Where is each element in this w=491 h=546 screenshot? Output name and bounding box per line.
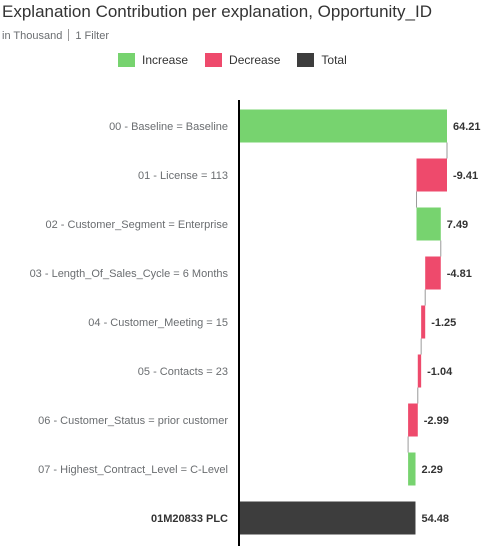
category-label: 00 - Baseline = Baseline (109, 121, 228, 133)
value-label: -1.04 (427, 366, 453, 378)
bar-decrease[interactable] (421, 305, 426, 339)
bar-decrease[interactable] (416, 158, 447, 192)
chart-title: Explanation Contribution per explanation… (2, 2, 432, 21)
category-label: 07 - Highest_Contract_Level = C-Level (38, 464, 228, 476)
bar-decrease[interactable] (425, 256, 441, 290)
category-label: 03 - Length_Of_Sales_Cycle = 6 Months (30, 268, 229, 280)
subtitle-separator (68, 29, 70, 41)
filter-count[interactable]: 1 Filter (75, 30, 109, 42)
legend-label-increase: Increase (142, 53, 189, 67)
value-label: 54.48 (421, 513, 449, 525)
category-label: 05 - Contacts = 23 (138, 366, 228, 378)
chart-legend: Increase Decrease Total (118, 53, 364, 67)
value-label: -1.25 (431, 317, 456, 329)
legend-swatch-total (297, 53, 315, 67)
legend-item-increase[interactable]: Increase (118, 53, 188, 67)
bar-decrease[interactable] (408, 403, 418, 437)
value-label: 7.49 (447, 219, 468, 231)
bar-increase[interactable] (408, 452, 416, 486)
unit-label: in Thousand (2, 30, 63, 42)
category-label: 04 - Customer_Meeting = 15 (88, 317, 228, 329)
legend-label-decrease: Decrease (229, 53, 281, 67)
value-label: -4.81 (447, 268, 472, 280)
category-label: 01 - License = 113 (138, 170, 228, 182)
legend-item-decrease[interactable]: Decrease (205, 53, 280, 67)
category-label: 01M20833 PLC (151, 513, 228, 525)
category-label: 02 - Customer_Segment = Enterprise (45, 219, 228, 231)
value-label: -2.99 (424, 415, 449, 427)
bar-total[interactable] (239, 501, 416, 535)
category-label: 06 - Customer_Status = prior customer (38, 415, 228, 427)
legend-item-total[interactable]: Total (297, 53, 347, 67)
bar-decrease[interactable] (417, 354, 422, 388)
value-label: 2.29 (422, 464, 443, 476)
legend-swatch-increase (118, 53, 135, 67)
value-label: 64.21 (453, 121, 481, 133)
value-label: -9.41 (453, 170, 478, 182)
chart-subtitle: in Thousand 1 Filter (2, 29, 109, 42)
legend-swatch-decrease (205, 53, 223, 67)
legend-label-total: Total (321, 53, 347, 67)
bar-increase[interactable] (239, 109, 447, 143)
bar-increase[interactable] (416, 207, 441, 241)
